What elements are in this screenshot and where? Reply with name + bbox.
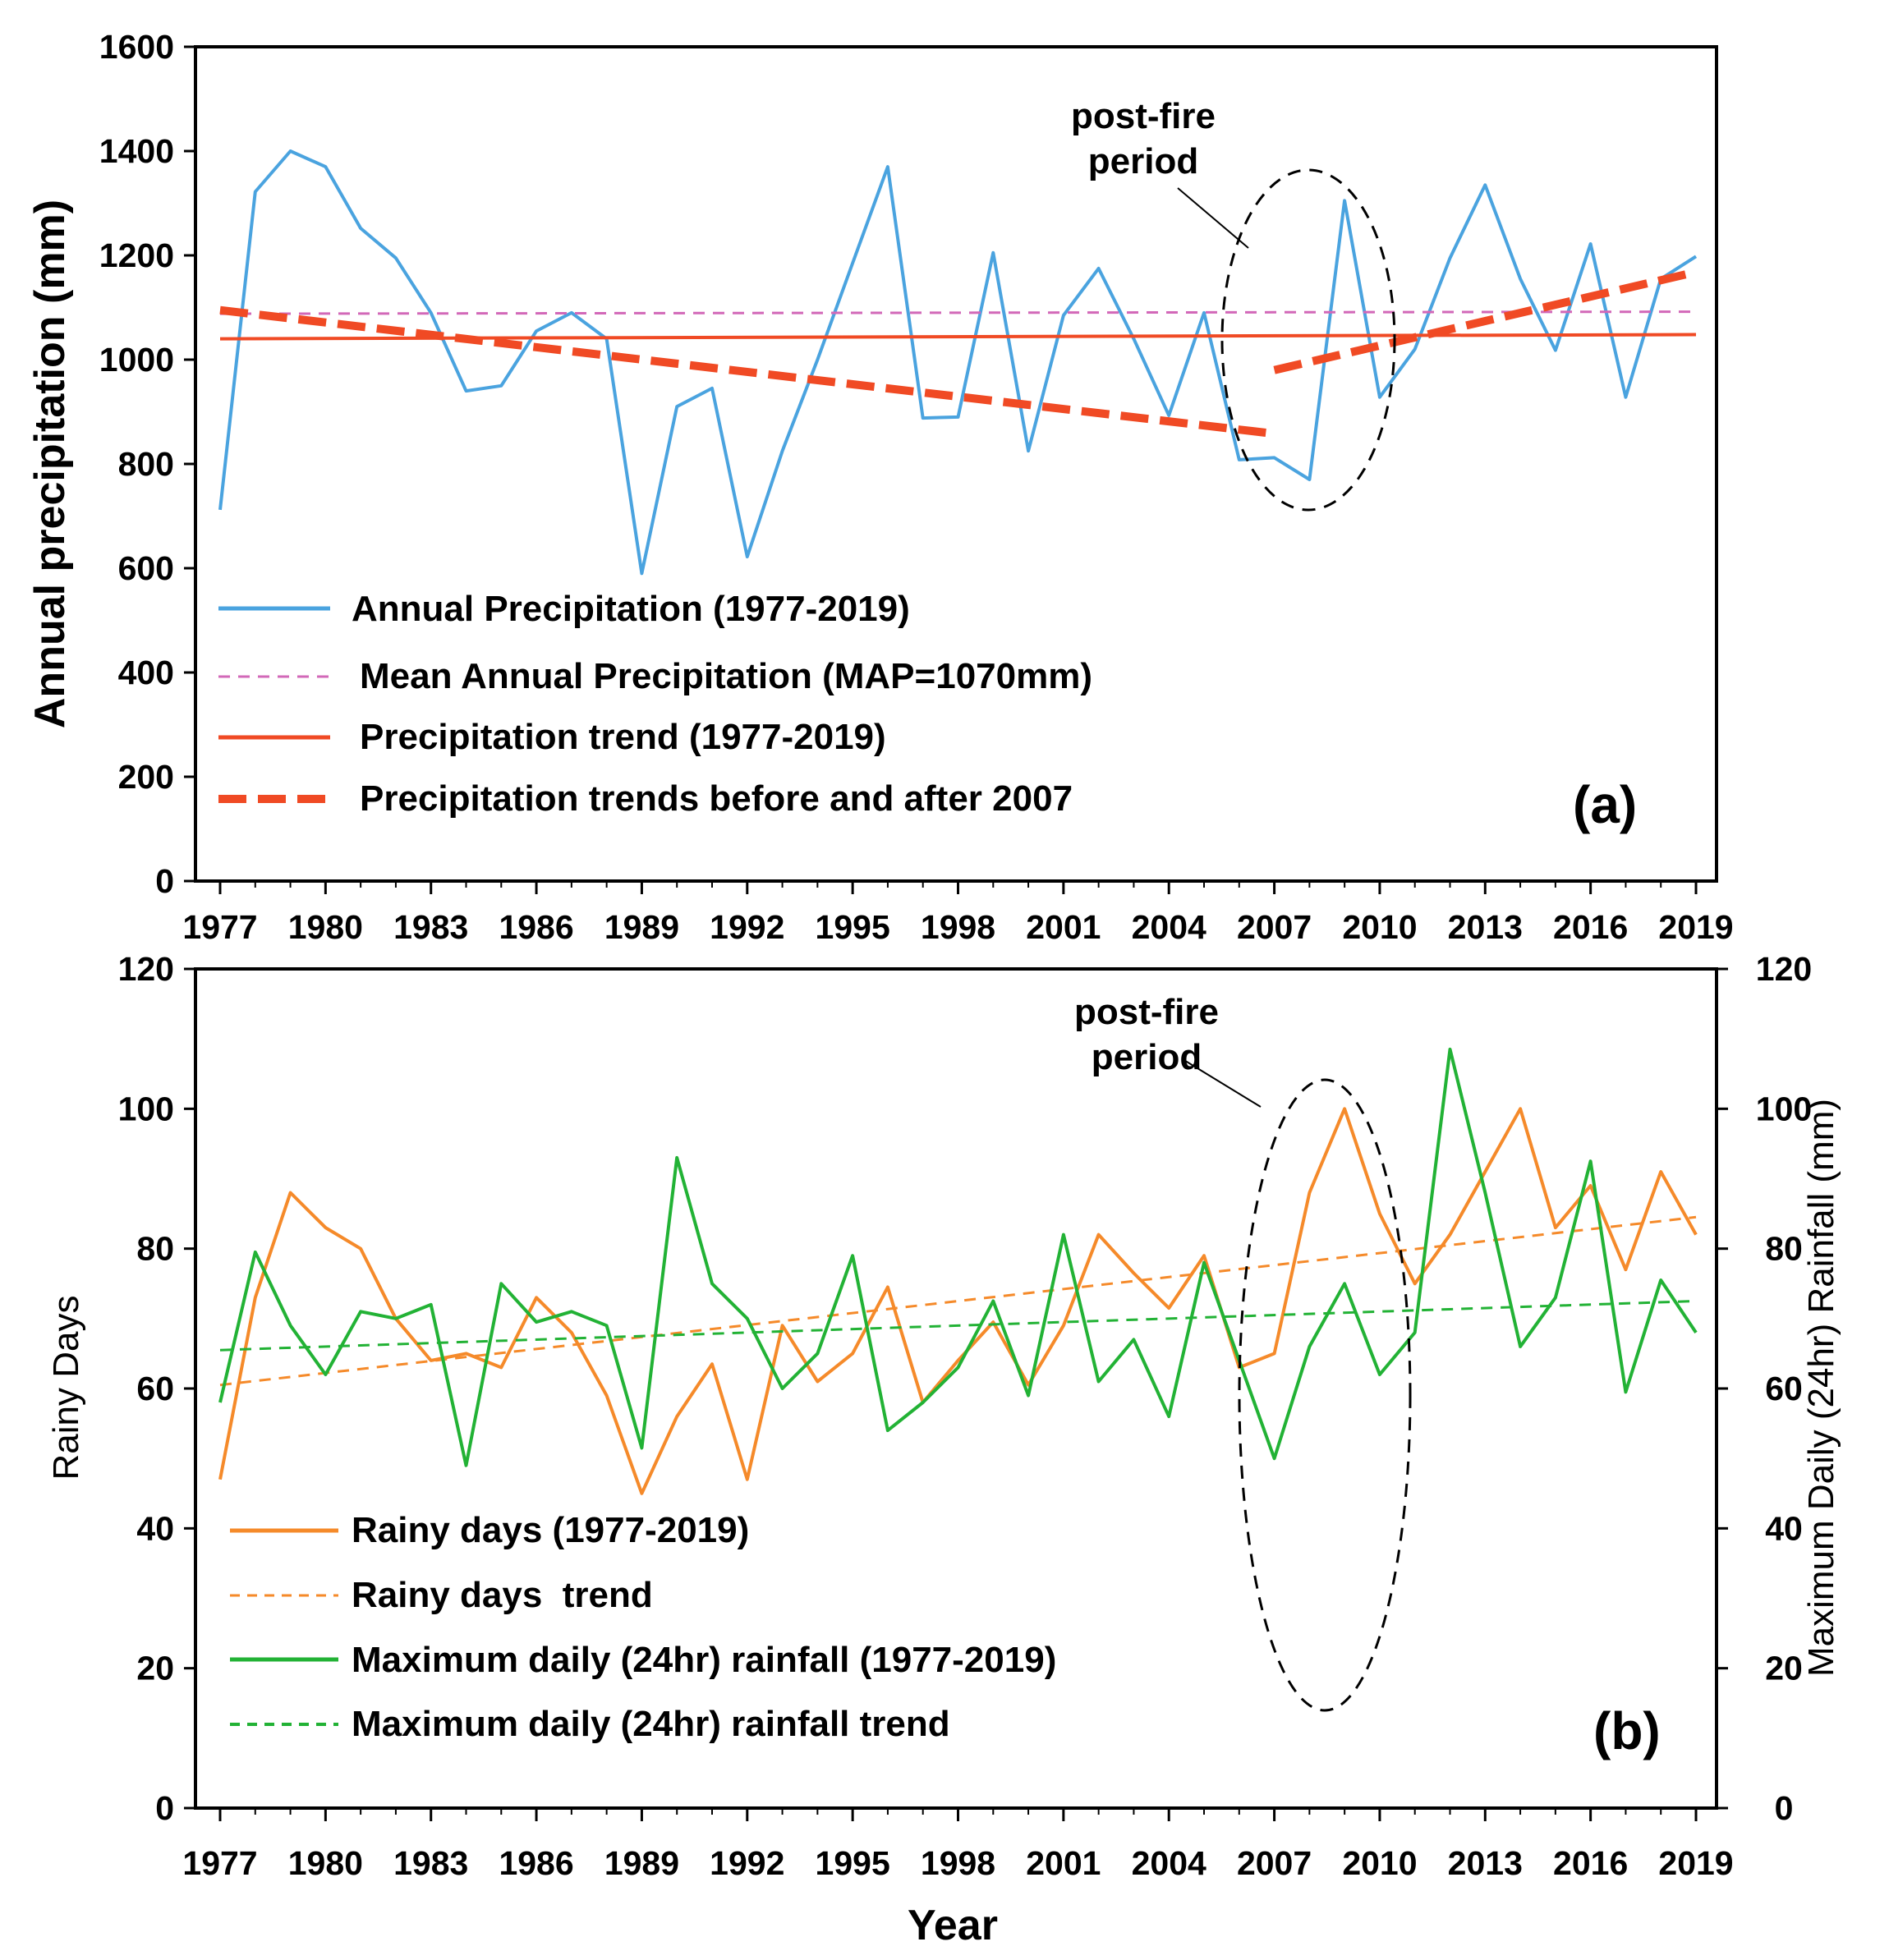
panel-a-annotation-line1: post-fire	[1071, 96, 1216, 136]
panel-a-annotation-leader	[1177, 187, 1249, 249]
panel-b-right-ytick-label-2: 40	[1765, 1509, 1803, 1547]
panel-a-xtick-label-4: 1989	[604, 908, 679, 946]
panel-a-ytick-label-1: 200	[118, 758, 174, 796]
panel-a-series	[218, 149, 1698, 576]
panel-a-xtick-label-3: 1986	[499, 908, 573, 946]
panel-a-ytick-label-2: 400	[118, 654, 174, 691]
panel-a-x-axis: 1977 1980 1983 1986 1989 1992 1995 1998 2001 2004…	[182, 881, 1734, 946]
panel-a-ytick-label-8: 1600	[99, 28, 174, 66]
panel-b-right-ytick-label-4: 80	[1765, 1230, 1803, 1268]
panel-b-x-axis: 1977 1980 1983 1986 1989 1992 1995 1998 2001 2004…	[182, 1808, 1734, 1882]
panel-b-series	[218, 1047, 1698, 1495]
panel-b-y-axis-right: 0 20 40 60 80 100 120	[1717, 950, 1812, 1827]
panel-b-annotation-leader	[1182, 1058, 1262, 1108]
panel-b-right-ytick-label-3: 60	[1765, 1370, 1803, 1407]
legend-b-label-rainy: Rainy days (1977-2019)	[352, 1510, 749, 1550]
panel-b-xtick-label-13: 2016	[1553, 1844, 1628, 1882]
legend-a-label-trends-split: Precipitation trends before and after 20…	[360, 778, 1073, 819]
panel-b-right-ytick-label-6: 120	[1756, 950, 1812, 988]
panel-b-left-ytick-label-6: 120	[118, 950, 174, 988]
panel-b-right-ytick-label-0: 0	[1775, 1789, 1794, 1827]
panel-b-series-0	[218, 1107, 1698, 1495]
panel-b-xtick-label-9: 2004	[1132, 1844, 1206, 1882]
panel-b-right-ytick-label-1: 20	[1765, 1650, 1803, 1687]
panel-a-xtick-label-11: 2010	[1342, 908, 1417, 946]
panel-b-xtick-label-11: 2010	[1342, 1844, 1417, 1882]
panel-b-legend: Rainy days (1977-2019) Rainy days trend …	[230, 1510, 1056, 1744]
panel-b-xtick-label-6: 1995	[816, 1844, 890, 1882]
panel-b-xtick-label-12: 2013	[1448, 1844, 1523, 1882]
panel-b-y-axis-left: 0 20 40 60 80 100 120	[118, 950, 195, 1827]
panel-b-left-ytick-label-2: 40	[136, 1509, 174, 1547]
panel-b-xtick-label-2: 1983	[393, 1844, 468, 1882]
panel-a-xtick-label-6: 1995	[816, 908, 890, 946]
legend-a-label-trend: Precipitation trend (1977-2019)	[360, 717, 886, 757]
panel-b-xtick-label-7: 1998	[921, 1844, 995, 1882]
panel-a-ytick-label-0: 0	[155, 862, 174, 900]
panel-a-post-fire-ellipse	[1220, 168, 1396, 512]
panel-a-legend: Annual Precipitation (1977-2019) Mean An…	[218, 589, 1092, 819]
panel-a-xtick-label-1: 1980	[288, 908, 363, 946]
panel-b-series-1	[219, 1215, 1697, 1387]
legend-b-label-max: Maximum daily (24hr) rainfall (1977-2019…	[352, 1640, 1056, 1680]
panel-a-xtick-label-7: 1998	[921, 908, 995, 946]
legend-a-label-precip: Annual Precipitation (1977-2019)	[352, 589, 910, 629]
panel-b: 0 20 40 60 80 100 120 0 20 40 60 80 100 120 1977 1980…	[46, 950, 1841, 1949]
panel-b-xtick-label-5: 1992	[710, 1844, 784, 1882]
legend-b-label-max-trend: Maximum daily (24hr) rainfall trend	[352, 1704, 950, 1744]
panel-a-xtick-label-10: 2007	[1237, 908, 1312, 946]
panel-a-ytick-label-7: 1400	[99, 132, 174, 170]
panel-a-annotation-line2: period	[1088, 141, 1198, 181]
panel-b-label: (b)	[1593, 1701, 1661, 1760]
panel-b-series-2	[218, 1047, 1698, 1467]
panel-a-xtick-label-12: 2013	[1448, 908, 1523, 946]
panel-b-xtick-label-0: 1977	[182, 1844, 257, 1882]
panel-a-series-3-seg-0	[219, 305, 1275, 438]
panel-a-ytick-label-6: 1200	[99, 236, 174, 274]
panel-b-annotation-line2: period	[1092, 1037, 1202, 1077]
panel-b-left-ytick-label-5: 100	[118, 1090, 174, 1127]
panel-b-right-ytick-label-5: 100	[1756, 1090, 1812, 1127]
panel-a-y-axis-label: Annual precipitation (mm)	[26, 200, 74, 728]
panel-b-xtick-label-4: 1989	[604, 1844, 679, 1882]
panel-a-series-1	[219, 310, 1697, 315]
panel-b-left-ytick-label-3: 60	[136, 1370, 174, 1407]
legend-a-label-map: Mean Annual Precipitation (MAP=1070mm)	[360, 656, 1092, 696]
panel-a-xtick-label-14: 2019	[1658, 908, 1733, 946]
panel-a-xtick-label-0: 1977	[182, 908, 257, 946]
panel-b-post-fire-ellipse	[1238, 1078, 1412, 1712]
panel-a-y-axis: 0 200 400 600 800 1000 1200 1400 1600	[99, 28, 195, 900]
panel-a-ytick-label-5: 1000	[99, 341, 174, 379]
panel-b-y-axis-label: Rainy Days	[46, 1296, 86, 1480]
panel-b-x-axis-label: Year	[908, 1902, 998, 1949]
panel-b-frame	[194, 967, 1718, 1810]
panel-a-xtick-label-5: 1992	[710, 908, 784, 946]
panel-a-xtick-label-13: 2016	[1553, 908, 1628, 946]
panel-b-annotation-line1: post-fire	[1074, 992, 1219, 1032]
panel-b-y-axis-label-right: Maximum Daily (24hr) Rainfall (mm)	[1801, 1099, 1841, 1677]
panel-b-left-ytick-label-1: 20	[136, 1650, 174, 1687]
panel-a-xtick-label-9: 2004	[1132, 908, 1206, 946]
panel-b-xtick-label-8: 2001	[1026, 1844, 1101, 1882]
panel-b-left-ytick-label-4: 80	[136, 1230, 174, 1268]
panel-b-xtick-label-10: 2007	[1237, 1844, 1312, 1882]
legend-b-label-rainy-trend: Rainy days trend	[352, 1575, 653, 1615]
panel-a-series-0	[218, 149, 1698, 576]
panel-b-xtick-label-3: 1986	[499, 1844, 573, 1882]
panel-a-series-3-seg-1	[1273, 268, 1698, 374]
panel-a-ytick-label-3: 600	[118, 549, 174, 587]
panel-a-xtick-label-8: 2001	[1026, 908, 1101, 946]
panel-b-left-ytick-label-0: 0	[155, 1789, 174, 1827]
panel-a-ytick-label-4: 800	[118, 445, 174, 483]
panel-b-series-3	[219, 1300, 1697, 1352]
panel-b-xtick-label-14: 2019	[1658, 1844, 1733, 1882]
panel-b-xtick-label-1: 1980	[288, 1844, 363, 1882]
panel-a-xtick-label-2: 1983	[393, 908, 468, 946]
panel-a-label: (a)	[1573, 775, 1637, 834]
